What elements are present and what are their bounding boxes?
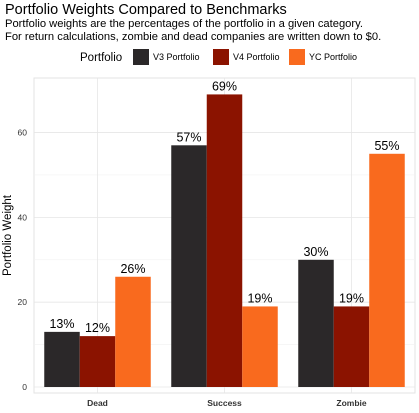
bar-dead-3 (115, 276, 151, 387)
y-axis-label: Portfolio Weight (2, 194, 14, 276)
bar-value-label: 30% (303, 245, 328, 259)
bar-dead-1 (44, 331, 80, 387)
bar-success-2 (206, 94, 243, 388)
bar-dead-2 (79, 336, 116, 387)
bar-value-label: 13% (49, 317, 74, 331)
legend-swatch-2 (213, 49, 229, 65)
legend-swatch-3 (289, 49, 305, 65)
chart-subtitle: Portfolio weights are the percentages of… (5, 18, 381, 43)
y-tick-label: 20 (18, 297, 28, 307)
bar-value-label: 19% (339, 291, 364, 305)
bar-value-label: 55% (374, 139, 399, 153)
x-tick-label: Dead (87, 398, 108, 408)
bar-value-label: 57% (176, 130, 201, 144)
y-tick-label: 40 (18, 212, 28, 222)
legend-swatch-1 (133, 49, 149, 65)
subtitle-line-2: For return calculations, zombie and dead… (5, 30, 382, 43)
bar-zombie-1 (298, 259, 334, 387)
bar-success-3 (242, 306, 278, 387)
subtitle-line-1: Portfolio weights are the percentages of… (5, 18, 364, 30)
bar-value-label: 12% (85, 321, 110, 335)
bar-value-label: 69% (212, 79, 237, 93)
chart-title: Portfolio Weights Compared to Benchmarks (5, 2, 287, 18)
bar-value-label: 26% (120, 262, 145, 276)
y-tick-label: 0 (22, 382, 27, 392)
legend-label-1: V3 Portfolio (153, 52, 200, 62)
bar-zombie-2 (333, 306, 370, 387)
bar-zombie-3 (369, 153, 405, 387)
bar-value-label: 19% (247, 291, 272, 305)
y-tick-label: 60 (18, 128, 28, 138)
bar-success-1 (171, 145, 207, 387)
legend-title: Portfolio (80, 52, 122, 64)
legend-label-2: V4 Portfolio (233, 52, 280, 62)
x-tick-label: Success (207, 398, 242, 408)
legend-label-3: YC Portfolio (309, 52, 357, 62)
x-tick-label: Zombie (336, 398, 366, 408)
